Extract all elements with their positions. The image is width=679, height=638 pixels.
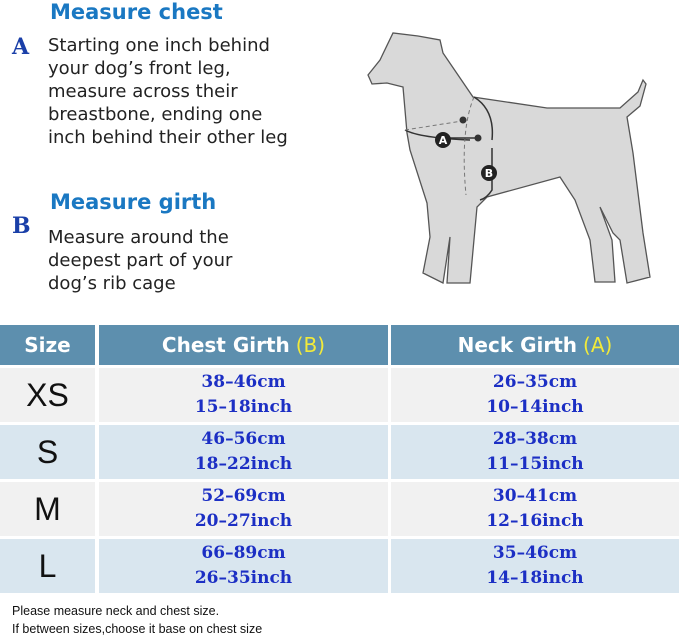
header-neck: Neck Girth (A)	[391, 325, 679, 365]
note-line-2: If between sizes,choose it base on chest…	[12, 622, 263, 636]
header-neck-label: Neck Girth	[457, 333, 578, 357]
chest-inch: 18–22inch	[194, 454, 293, 474]
chest-cm: 52–69cm	[201, 486, 286, 506]
header-chest-label: Chest Girth	[161, 333, 290, 357]
table-row-neck: 35–46cm 14–18inch	[391, 539, 679, 593]
chest-cm: 66–89cm	[201, 543, 286, 563]
neck-inch: 12–16inch	[486, 511, 584, 531]
marker-a-label: A	[439, 134, 448, 147]
table-row-chest: 38–46cm 15–18inch	[99, 368, 388, 422]
desc-line: your dog’s front leg,	[48, 58, 231, 79]
header-chest: Chest Girth (B)	[99, 325, 388, 365]
measure-chest-heading: Measure chest	[50, 0, 223, 24]
table-row-neck: 30–41cm 12–16inch	[391, 482, 679, 536]
letter-b: B	[12, 213, 31, 239]
neck-cm: 35–46cm	[492, 543, 578, 563]
desc-line: inch behind their other leg	[48, 127, 288, 148]
note-line-1: Please measure neck and chest size.	[12, 604, 220, 618]
header-neck-tag: (A)	[583, 333, 613, 357]
measure-point	[474, 134, 482, 142]
chest-inch: 15–18inch	[194, 397, 293, 417]
neck-inch: 14–18inch	[486, 568, 584, 588]
table-row-chest: 66–89cm 26–35inch	[99, 539, 388, 593]
neck-inch: 10–14inch	[486, 397, 584, 417]
table-row-size: L	[0, 539, 95, 593]
dog-silhouette	[367, 32, 651, 284]
header-size: Size	[0, 325, 95, 365]
neck-cm: 26–35cm	[492, 372, 578, 392]
measure-point	[459, 116, 467, 124]
size-label: S	[36, 433, 59, 470]
desc-line: dog’s rib cage	[48, 273, 176, 294]
desc-line: measure across their	[48, 81, 238, 102]
neck-inch: 11–15inch	[486, 454, 584, 474]
dog-diagram: A B	[367, 32, 651, 284]
table-row-chest: 46–56cm 18–22inch	[99, 425, 388, 479]
measure-girth-heading: Measure girth	[50, 190, 217, 214]
girth-arrow-bottom	[479, 148, 493, 201]
measure-chest-description: Starting one inch behind your dog’s fron…	[48, 34, 288, 149]
girth-arrow-top	[473, 96, 494, 141]
size-label: L	[38, 547, 57, 584]
neck-dashed-line	[404, 120, 463, 131]
marker-a	[435, 132, 451, 148]
marker-b-label: B	[485, 167, 493, 180]
desc-line: breastbone, ending one	[48, 104, 263, 125]
table-row-size: M	[0, 482, 95, 536]
measure-girth-description: Measure around the deepest part of your …	[48, 226, 232, 295]
marker-b	[481, 165, 497, 181]
neck-cm: 28–38cm	[492, 429, 578, 449]
table-row-chest: 52–69cm 20–27inch	[99, 482, 388, 536]
size-label: XS	[26, 376, 69, 413]
table-row-neck: 28–38cm 11–15inch	[391, 425, 679, 479]
neck-measure-line	[404, 129, 471, 141]
chest-cm: 38–46cm	[201, 372, 286, 392]
header-chest-tag: (B)	[295, 333, 326, 357]
letter-a: A	[12, 34, 30, 60]
chest-cm: 46–56cm	[201, 429, 286, 449]
table-row-size: S	[0, 425, 95, 479]
desc-line: Measure around the	[48, 227, 229, 248]
table-row-size: XS	[0, 368, 95, 422]
size-label: M	[34, 490, 61, 527]
neck-cm: 30–41cm	[492, 486, 578, 506]
desc-line: deepest part of your	[48, 250, 233, 271]
chest-inch: 20–27inch	[194, 511, 293, 531]
desc-line: Starting one inch behind	[48, 35, 270, 56]
table-row-neck: 26–35cm 10–14inch	[391, 368, 679, 422]
chest-inch: 26–35inch	[194, 568, 293, 588]
